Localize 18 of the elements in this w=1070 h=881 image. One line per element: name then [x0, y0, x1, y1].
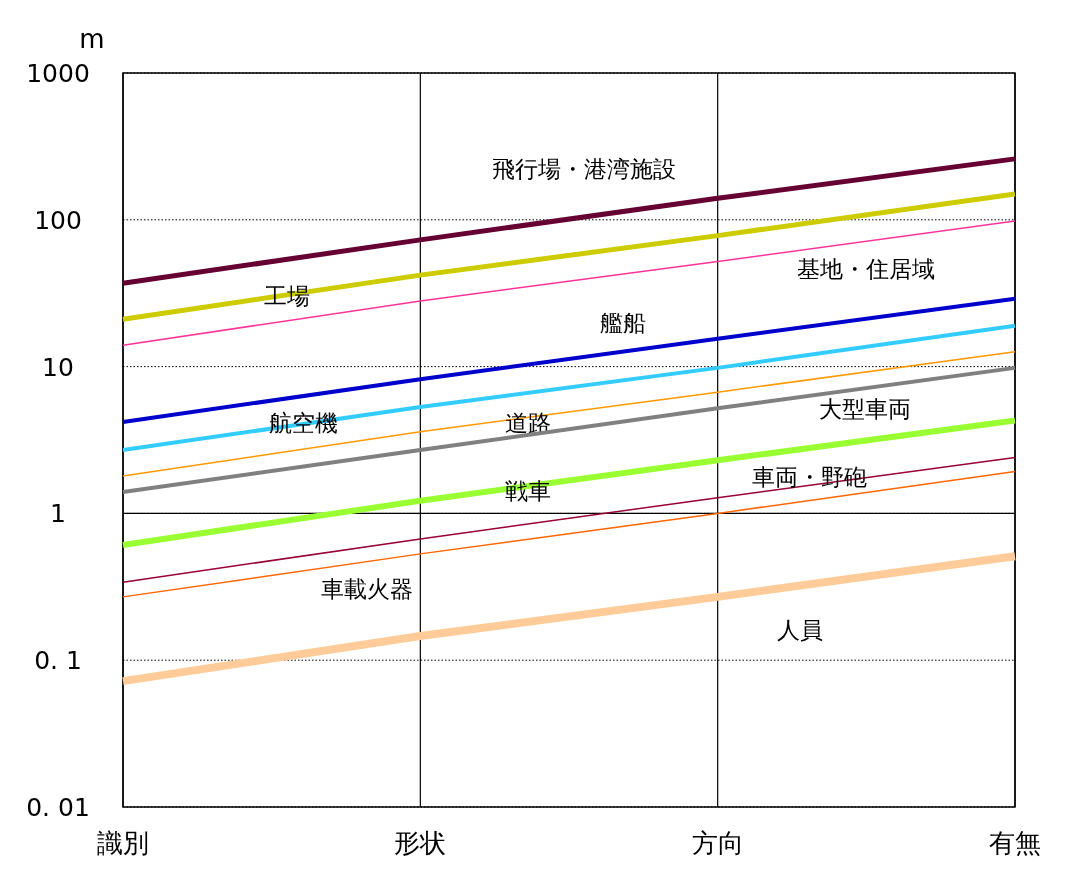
series-label: 人員 [777, 617, 824, 644]
y-tick-label: 10 [42, 352, 74, 382]
y-tick-label: 0. 01 [26, 793, 90, 822]
x-tick-label: 形状 [394, 828, 447, 858]
y-axis-title: m [79, 24, 105, 54]
x-tick-label: 識別 [97, 828, 149, 858]
series-label: 艦船 [599, 309, 646, 336]
y-tick-label: 100 [34, 205, 82, 235]
series-label: 基地・住居域 [797, 255, 936, 282]
line-series [122, 220, 1016, 346]
x-tick-label: 方向 [691, 828, 744, 858]
y-tick-label: 1 [50, 499, 66, 529]
y-tick-label: 1000 [26, 59, 90, 88]
x-tick-label: 有無 [989, 828, 1041, 858]
series-label: 車載火器 [321, 576, 414, 603]
y-tick-label: 0. 1 [34, 646, 82, 676]
series-label: 大型車両 [819, 395, 912, 422]
series-label: 飛行場・港湾施設 [492, 155, 677, 182]
